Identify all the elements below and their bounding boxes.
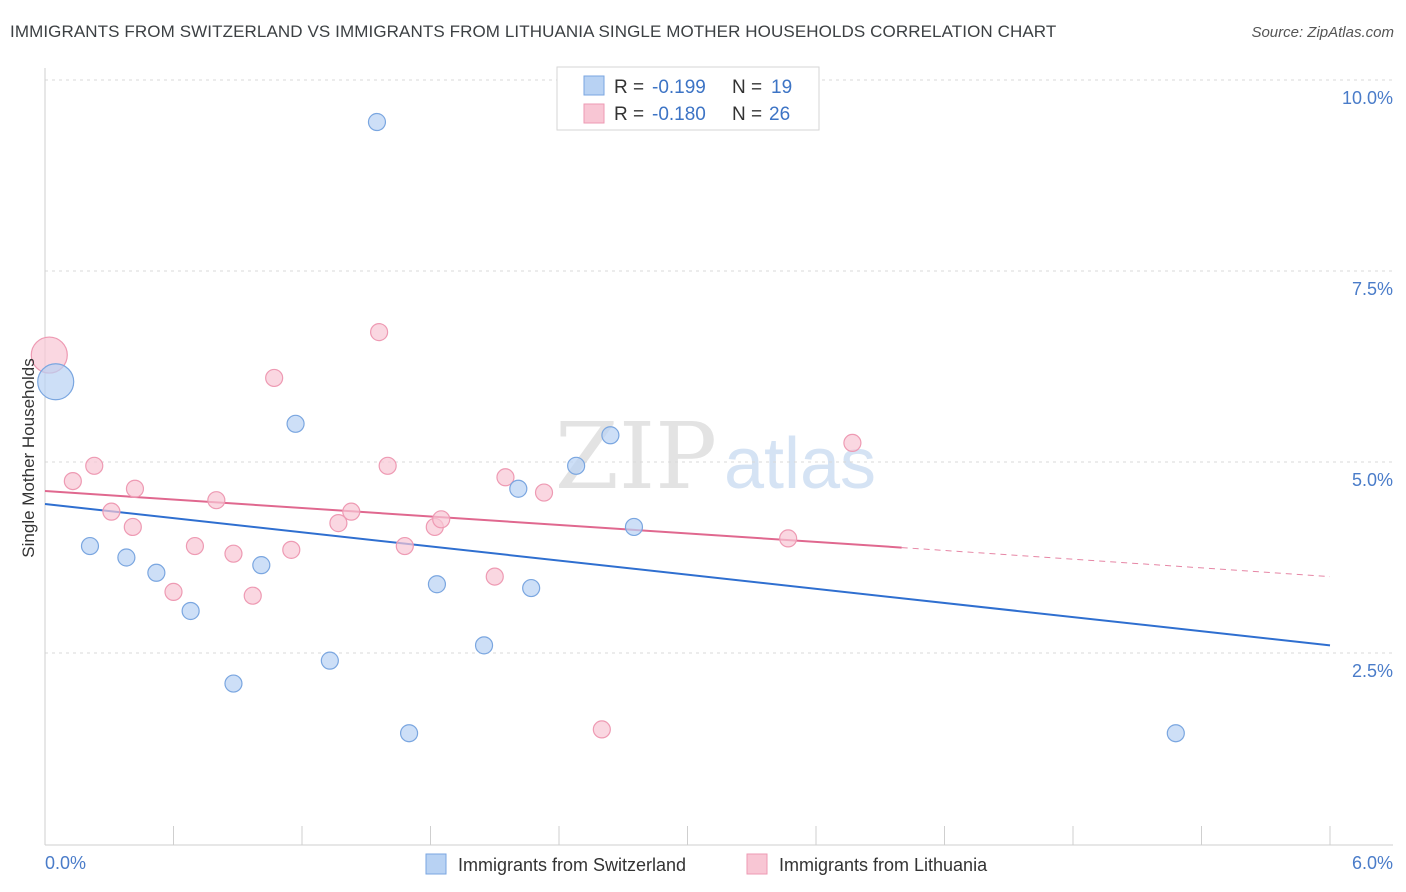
y-tick-label: 10.0% bbox=[1342, 88, 1393, 108]
data-point-switzerland bbox=[624, 517, 644, 537]
legend-swatch-lithuania bbox=[583, 103, 605, 124]
bottom-legend-label-lithuania: Immigrants from Lithuania bbox=[779, 855, 988, 875]
legend-n-label: N = bbox=[732, 104, 762, 125]
chart-title: IMMIGRANTS FROM SWITZERLAND VS IMMIGRANT… bbox=[10, 22, 1057, 41]
data-point-switzerland bbox=[1166, 724, 1185, 743]
data-point-switzerland bbox=[427, 575, 447, 594]
data-point-switzerland bbox=[320, 651, 339, 670]
x-tick-label-max: 6.0% bbox=[1352, 853, 1393, 873]
data-point-lithuania bbox=[63, 472, 82, 491]
source-label: Source: ZipAtlas.com bbox=[1251, 24, 1394, 41]
data-point-lithuania bbox=[125, 479, 145, 498]
data-point-switzerland bbox=[567, 456, 586, 475]
data-point-switzerland bbox=[522, 578, 541, 598]
axes bbox=[44, 68, 1393, 846]
data-point-lithuania bbox=[329, 514, 348, 533]
data-point-lithuania bbox=[185, 536, 205, 556]
y-tick-label: 7.5% bbox=[1352, 279, 1393, 299]
data-point-lithuania bbox=[378, 456, 397, 475]
data-point-lithuania bbox=[123, 517, 142, 537]
data-point-lithuania bbox=[370, 323, 389, 342]
data-point-lithuania bbox=[85, 456, 104, 475]
trend-line-lithuania-extension bbox=[901, 547, 1331, 578]
x-tick-label-min: 0.0% bbox=[45, 853, 86, 873]
y-tick-label: 5.0% bbox=[1352, 470, 1393, 490]
bottom-legend-label-switzerland: Immigrants from Switzerland bbox=[458, 855, 686, 875]
data-point-lithuania bbox=[395, 536, 414, 556]
data-point-switzerland bbox=[509, 479, 528, 498]
watermark: ZIP atlas bbox=[555, 403, 876, 510]
y-tick-label: 2.5% bbox=[1352, 661, 1393, 681]
data-point-switzerland bbox=[147, 563, 166, 582]
data-point-lithuania bbox=[342, 502, 361, 521]
data-point-lithuania bbox=[224, 544, 243, 563]
data-point-switzerland bbox=[474, 636, 494, 655]
legend-r-value: -0.180 bbox=[652, 104, 706, 125]
legend-r-label: R = bbox=[614, 104, 644, 125]
legend-n-label: N = bbox=[732, 77, 762, 98]
data-point-switzerland bbox=[181, 601, 200, 621]
data-point-switzerland bbox=[252, 556, 271, 575]
data-point-lithuania bbox=[779, 529, 798, 548]
data-point-switzerland bbox=[367, 112, 387, 132]
data-point-switzerland bbox=[286, 414, 305, 433]
data-point-switzerland bbox=[37, 363, 75, 401]
data-point-switzerland bbox=[80, 536, 100, 556]
data-point-lithuania bbox=[207, 491, 226, 510]
watermark-zip: ZIP bbox=[555, 403, 717, 510]
data-point-lithuania bbox=[432, 510, 451, 529]
data-point-lithuania bbox=[843, 433, 862, 452]
data-point-lithuania bbox=[243, 586, 262, 605]
bottom-legend-swatch-switzerland bbox=[425, 853, 447, 875]
data-point-switzerland bbox=[399, 724, 419, 743]
legend-r-value: -0.199 bbox=[652, 77, 706, 98]
data-point-lithuania bbox=[265, 368, 284, 388]
bottom-legend-swatch-lithuania bbox=[746, 853, 768, 875]
data-point-lithuania bbox=[282, 540, 301, 559]
data-point-switzerland bbox=[601, 426, 620, 445]
legend-r-label: R = bbox=[614, 77, 644, 98]
legend-n-value: 19 bbox=[771, 77, 792, 98]
legend-n-value: 26 bbox=[769, 104, 790, 125]
data-point-switzerland bbox=[224, 674, 243, 693]
trend-line-lithuania bbox=[44, 490, 902, 549]
legend-box: R = -0.199 N = 19 R = -0.180 N = 26 bbox=[556, 66, 820, 131]
trend-lines bbox=[44, 490, 1331, 647]
data-point-lithuania bbox=[592, 720, 611, 739]
data-points bbox=[30, 112, 1185, 743]
data-point-switzerland bbox=[117, 548, 136, 567]
y-axis-label: Single Mother Households bbox=[19, 358, 38, 557]
data-point-lithuania bbox=[164, 582, 183, 601]
data-point-lithuania bbox=[485, 567, 504, 586]
data-point-lithuania bbox=[496, 468, 515, 487]
trend-line-switzerland bbox=[44, 503, 1331, 647]
bottom-legend: Immigrants from Switzerland Immigrants f… bbox=[425, 853, 988, 875]
data-point-lithuania bbox=[102, 502, 121, 521]
legend-swatch-switzerland bbox=[583, 75, 605, 96]
data-point-lithuania bbox=[534, 483, 554, 502]
